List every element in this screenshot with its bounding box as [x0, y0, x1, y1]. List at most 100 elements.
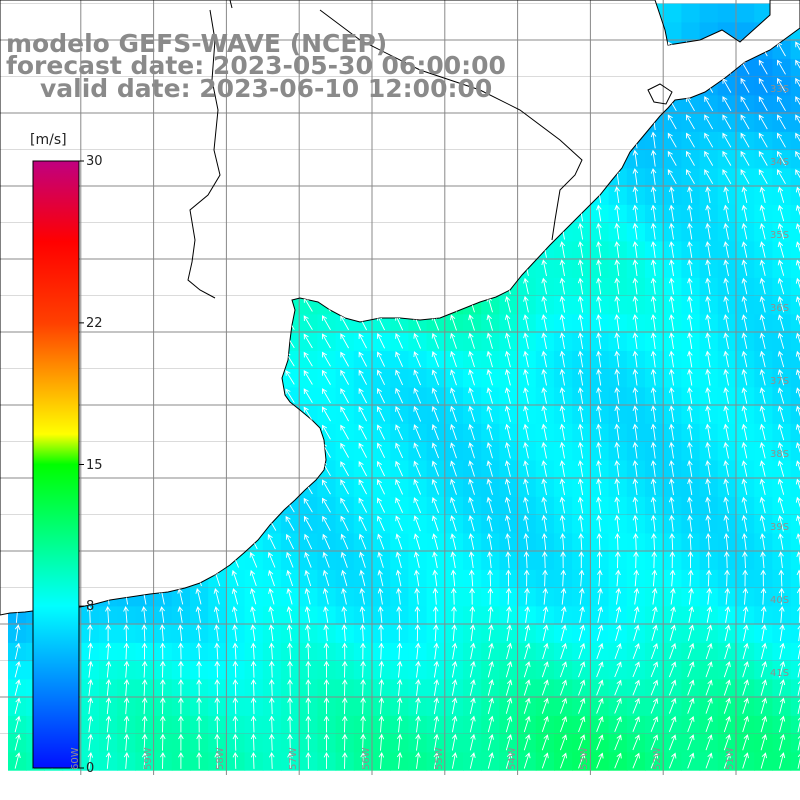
- wind-arrow: [376, 333, 386, 349]
- wind-arrow: [358, 369, 367, 385]
- wind-arrow: [651, 569, 658, 587]
- wind-arrow: [706, 587, 712, 605]
- wind-arrow: [668, 496, 675, 514]
- wind-arrow: [396, 587, 402, 605]
- wind-arrow: [614, 752, 622, 769]
- wind-arrow: [469, 605, 476, 623]
- wind-arrow: [705, 532, 712, 550]
- wind-cell: [790, 605, 800, 625]
- wind-arrow: [651, 551, 658, 569]
- wind-arrow: [723, 332, 729, 350]
- wind-arrow: [305, 624, 311, 642]
- wind-arrow: [723, 259, 729, 277]
- wind-arrow: [358, 333, 367, 349]
- wind-arrow: [450, 369, 457, 386]
- wind-arrow: [743, 624, 749, 642]
- wind-cell: [790, 204, 800, 224]
- wind-cell: [790, 259, 800, 278]
- wind-arrow: [451, 679, 458, 696]
- wind-arrow: [577, 332, 584, 350]
- wind-arrow: [559, 661, 568, 678]
- wind-arrow: [597, 569, 603, 587]
- wind-arrow: [632, 716, 640, 732]
- wind-arrow: [723, 314, 729, 331]
- wind-arrow: [14, 624, 21, 642]
- wind-arrow: [523, 734, 531, 751]
- wind-arrow: [740, 114, 750, 130]
- wind-arrow: [504, 514, 511, 532]
- wind-arrow: [704, 150, 714, 166]
- wind-arrow: [396, 605, 402, 623]
- wind-arrow: [541, 295, 547, 313]
- wind-arrow: [578, 532, 584, 550]
- wind-arrow: [377, 533, 385, 550]
- wind-arrow: [596, 222, 602, 240]
- wind-arrow: [777, 441, 785, 459]
- wind-arrow: [759, 387, 766, 404]
- wind-arrow: [705, 295, 711, 313]
- wind-arrow: [14, 697, 21, 715]
- wind-arrow: [141, 624, 148, 642]
- wind-arrow: [323, 660, 330, 678]
- wind-cell: [790, 678, 800, 698]
- wind-arrow: [760, 697, 768, 714]
- wind-arrow: [486, 423, 493, 441]
- wind-arrow: [431, 332, 440, 349]
- wind-arrow: [723, 204, 729, 222]
- wind-arrow: [413, 497, 422, 513]
- wind-arrow: [468, 514, 475, 532]
- wind-arrow: [687, 734, 695, 751]
- wind-arrow: [614, 478, 620, 496]
- wind-arrow: [14, 642, 21, 660]
- wind-arrow: [285, 533, 295, 550]
- wind-arrow: [668, 441, 675, 459]
- wind-arrow: [523, 679, 531, 696]
- wind-arrow: [722, 169, 732, 185]
- wind-arrow: [396, 697, 403, 715]
- wind-arrow: [779, 752, 786, 769]
- wind-arrow: [415, 642, 421, 660]
- wind-arrow: [742, 606, 749, 623]
- wind-arrow: [323, 733, 330, 751]
- wind-arrow: [378, 678, 385, 696]
- wind-arrow: [196, 751, 202, 769]
- latitude-label: 36S: [770, 302, 790, 314]
- wind-arrow: [597, 587, 603, 605]
- colorbar-tick-label: 8: [86, 599, 95, 615]
- wind-cell: [663, 21, 682, 41]
- wind-arrow: [214, 715, 220, 733]
- wind-arrow: [141, 751, 148, 769]
- wind-arrow: [560, 642, 567, 660]
- wind-arrow: [742, 715, 749, 733]
- wind-arrow: [650, 350, 657, 368]
- wind-arrow: [286, 551, 294, 568]
- wind-arrow: [268, 660, 275, 678]
- wind-arrow: [559, 496, 566, 514]
- wind-arrow: [777, 295, 785, 313]
- wind-arrow: [579, 606, 585, 623]
- wind-arrow: [741, 259, 748, 276]
- country-border: [229, 0, 583, 241]
- wind-arrow: [668, 259, 675, 277]
- wind-arrow: [304, 533, 313, 550]
- wind-arrow: [413, 478, 422, 495]
- wind-arrow: [596, 368, 602, 386]
- wind-arrow: [614, 241, 620, 258]
- wind-arrow: [323, 715, 330, 733]
- wind-arrow: [323, 751, 330, 769]
- wind-arrow: [487, 605, 494, 623]
- wind-arrow: [450, 569, 457, 587]
- wind-arrow: [688, 606, 695, 623]
- wind-arrow: [268, 624, 275, 642]
- wind-arrow: [141, 660, 148, 678]
- wind-arrow: [759, 314, 766, 331]
- latitude-label: 41S: [770, 667, 790, 679]
- wind-arrow: [87, 715, 94, 733]
- wind-arrow: [250, 660, 257, 678]
- wind-arrow: [340, 388, 349, 404]
- wind-arrow: [486, 314, 493, 331]
- wind-arrow: [486, 478, 493, 495]
- wind-arrow: [395, 351, 404, 367]
- wind-arrow: [669, 532, 675, 550]
